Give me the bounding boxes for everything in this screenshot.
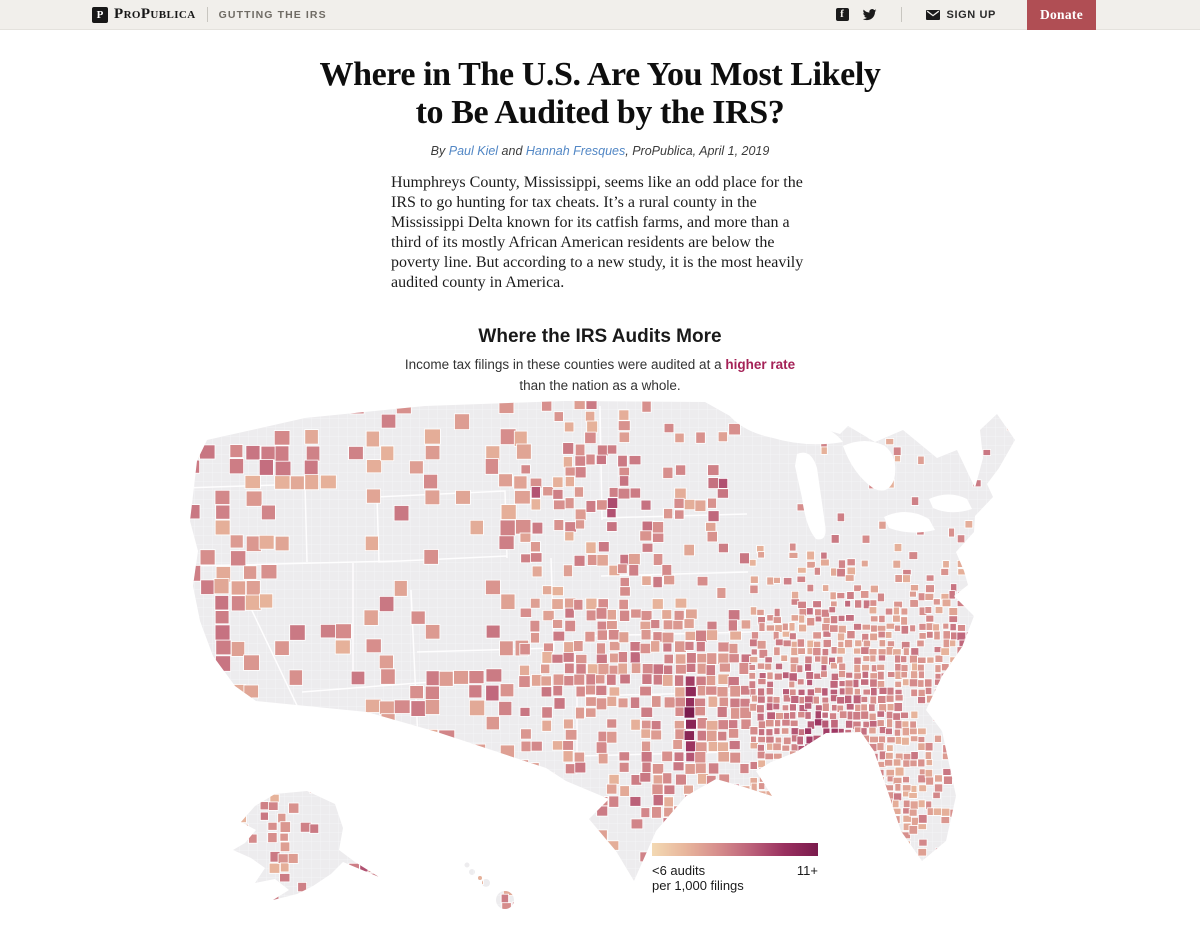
legend-min-label-line1: <6 audits [652, 863, 706, 878]
header-divider [207, 7, 208, 22]
byline-by: By [431, 144, 449, 158]
lede-paragraph: Humphreys County, Mississippi, seems lik… [391, 173, 809, 293]
propublica-wordmark[interactable]: ProPublica [114, 6, 196, 23]
legend-max-label: 11+ [797, 863, 818, 878]
legend-gradient-bar [652, 843, 818, 856]
author-link-paul-kiel[interactable]: Paul Kiel [449, 144, 498, 158]
donate-button[interactable]: Donate [1027, 0, 1096, 30]
title-line-2: to Be Audited by the IRS? [0, 94, 1200, 132]
facebook-icon[interactable]: f [836, 8, 849, 21]
legend-min-label-line2: per 1,000 filings [652, 878, 744, 893]
propublica-logo-icon[interactable]: P [92, 7, 108, 23]
map-legend: <6 audits per 1,000 filings 11+ [652, 843, 818, 893]
top-navigation-bar: P ProPublica GUTTING THE IRS f SIGN UP D… [0, 0, 1200, 30]
header-divider-2 [901, 7, 902, 22]
title-line-1: Where in The U.S. Are You Most Likely [0, 56, 1200, 94]
page-title: Where in The U.S. Are You Most Likely to… [0, 56, 1200, 133]
map-svg: <6 audits per 1,000 filings 11+ [185, 400, 1015, 921]
twitter-icon[interactable] [862, 9, 877, 21]
author-link-hannah-fresques[interactable]: Hannah Fresques [526, 144, 625, 158]
signup-button[interactable]: SIGN UP [926, 9, 996, 21]
higher-rate-link[interactable]: higher rate [725, 357, 795, 372]
chart-subtitle-line1: Income tax filings in these counties wer… [0, 355, 1200, 376]
chart-subtitle-line2: than the nation as a whole. [0, 376, 1200, 397]
us-choropleth-map: <6 audits per 1,000 filings 11+ [185, 400, 1015, 921]
byline: By Paul Kiel and Hannah Fresques, ProPub… [0, 144, 1200, 158]
chart-subtitle: Income tax filings in these counties wer… [0, 355, 1200, 397]
byline-rest: , ProPublica, April 1, 2019 [625, 144, 769, 158]
signup-label: SIGN UP [947, 9, 996, 21]
series-label[interactable]: GUTTING THE IRS [219, 9, 327, 21]
envelope-icon [926, 10, 940, 20]
chart-title: Where the IRS Audits More [0, 326, 1200, 348]
byline-and: and [498, 144, 526, 158]
subtitle-pre: Income tax filings in these counties wer… [405, 357, 725, 372]
